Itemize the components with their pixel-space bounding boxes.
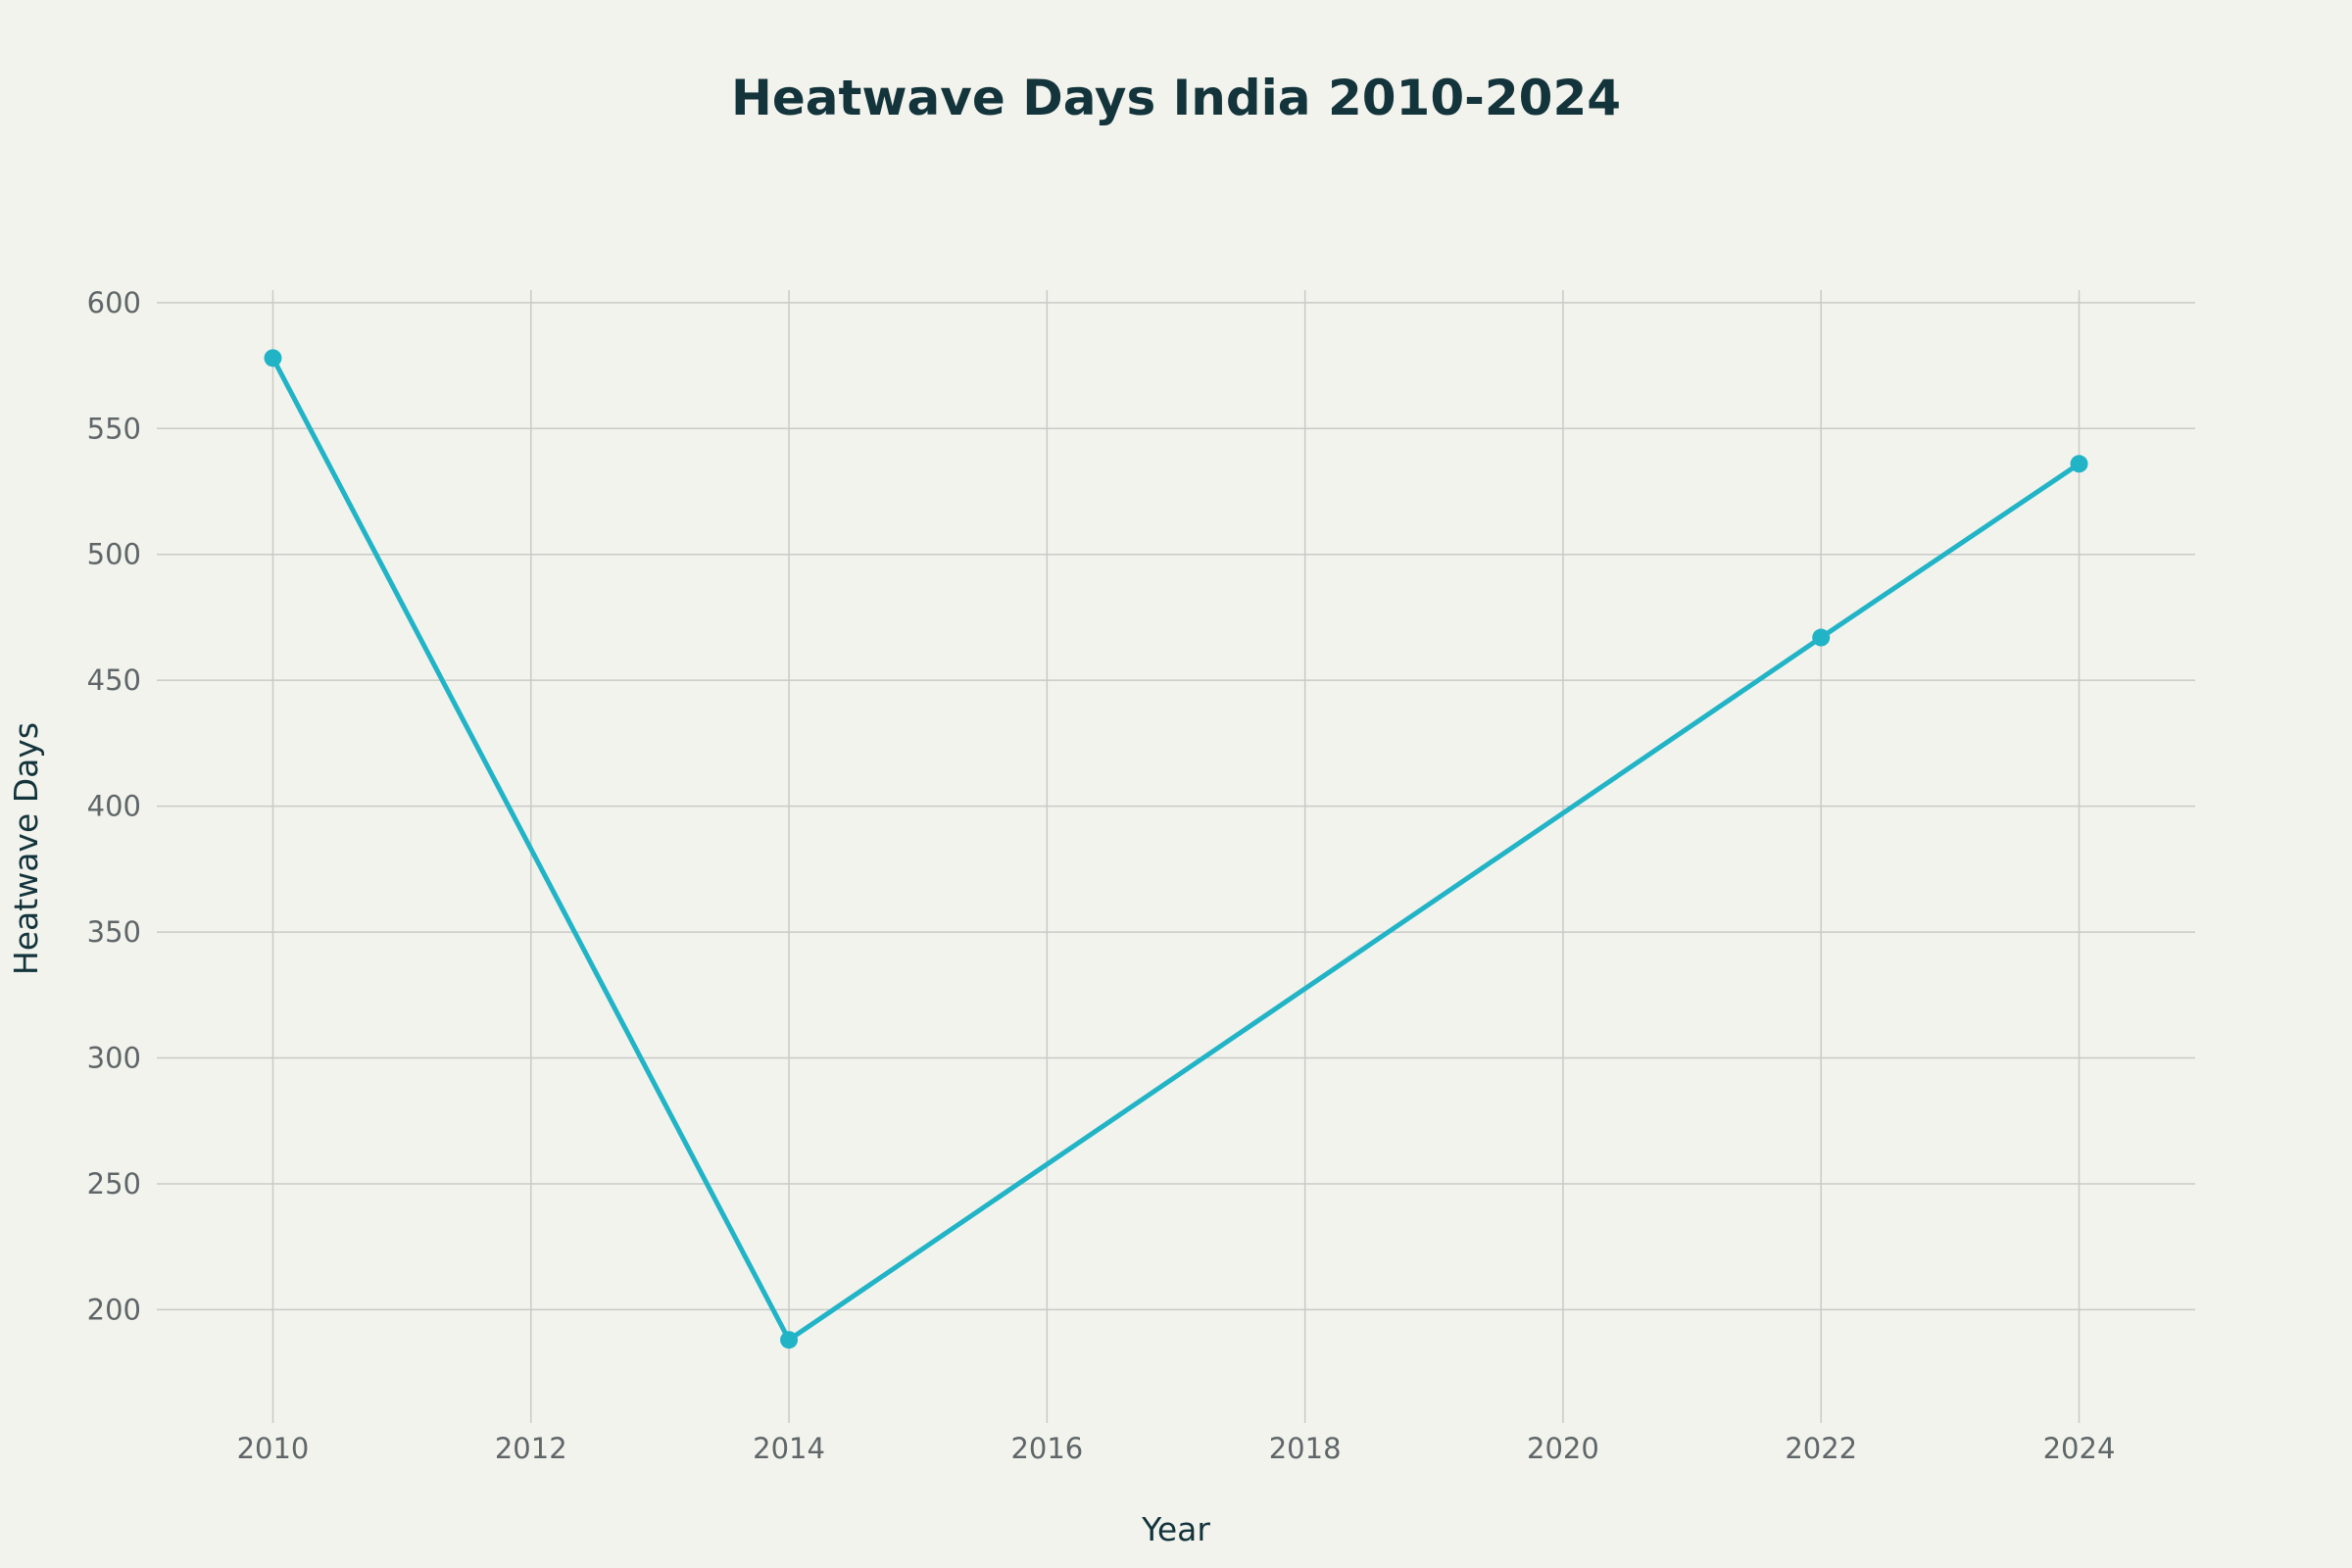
y-axis-ticks: 200 250 300 350 400 450 500 550 600 bbox=[87, 286, 141, 1327]
y-tick-label: 500 bbox=[87, 538, 141, 571]
chart-title: Heatwave Days India 2010-2024 bbox=[731, 70, 1621, 126]
x-tick-label: 2018 bbox=[1269, 1432, 1342, 1465]
y-tick-label: 200 bbox=[87, 1293, 141, 1326]
y-tick-label: 450 bbox=[87, 663, 141, 697]
grid bbox=[157, 290, 2195, 1423]
data-point[interactable] bbox=[1812, 628, 1831, 647]
x-tick-label: 2010 bbox=[237, 1432, 310, 1465]
x-tick-label: 2020 bbox=[1527, 1432, 1599, 1465]
x-axis-title: Year bbox=[1141, 1510, 1210, 1548]
x-tick-label: 2014 bbox=[753, 1432, 825, 1465]
y-tick-label: 550 bbox=[87, 412, 141, 445]
x-tick-label: 2022 bbox=[1785, 1432, 1857, 1465]
x-tick-label: 2016 bbox=[1010, 1432, 1083, 1465]
x-tick-label: 2024 bbox=[2043, 1432, 2116, 1465]
x-tick-label: 2012 bbox=[495, 1432, 567, 1465]
x-axis-ticks: 2010 2012 2014 2016 2018 2020 2022 2024 bbox=[237, 1432, 2116, 1465]
data-point[interactable] bbox=[2070, 455, 2088, 473]
y-tick-label: 600 bbox=[87, 286, 141, 319]
series-line bbox=[270, 355, 2082, 1343]
y-tick-label: 250 bbox=[87, 1167, 141, 1200]
series bbox=[264, 349, 2088, 1349]
data-point[interactable] bbox=[264, 349, 282, 368]
y-tick-label: 400 bbox=[87, 790, 141, 823]
y-axis-title: Heatwave Days bbox=[7, 722, 45, 975]
data-point[interactable] bbox=[780, 1331, 799, 1349]
y-tick-label: 350 bbox=[87, 915, 141, 949]
y-tick-label: 300 bbox=[87, 1042, 141, 1075]
